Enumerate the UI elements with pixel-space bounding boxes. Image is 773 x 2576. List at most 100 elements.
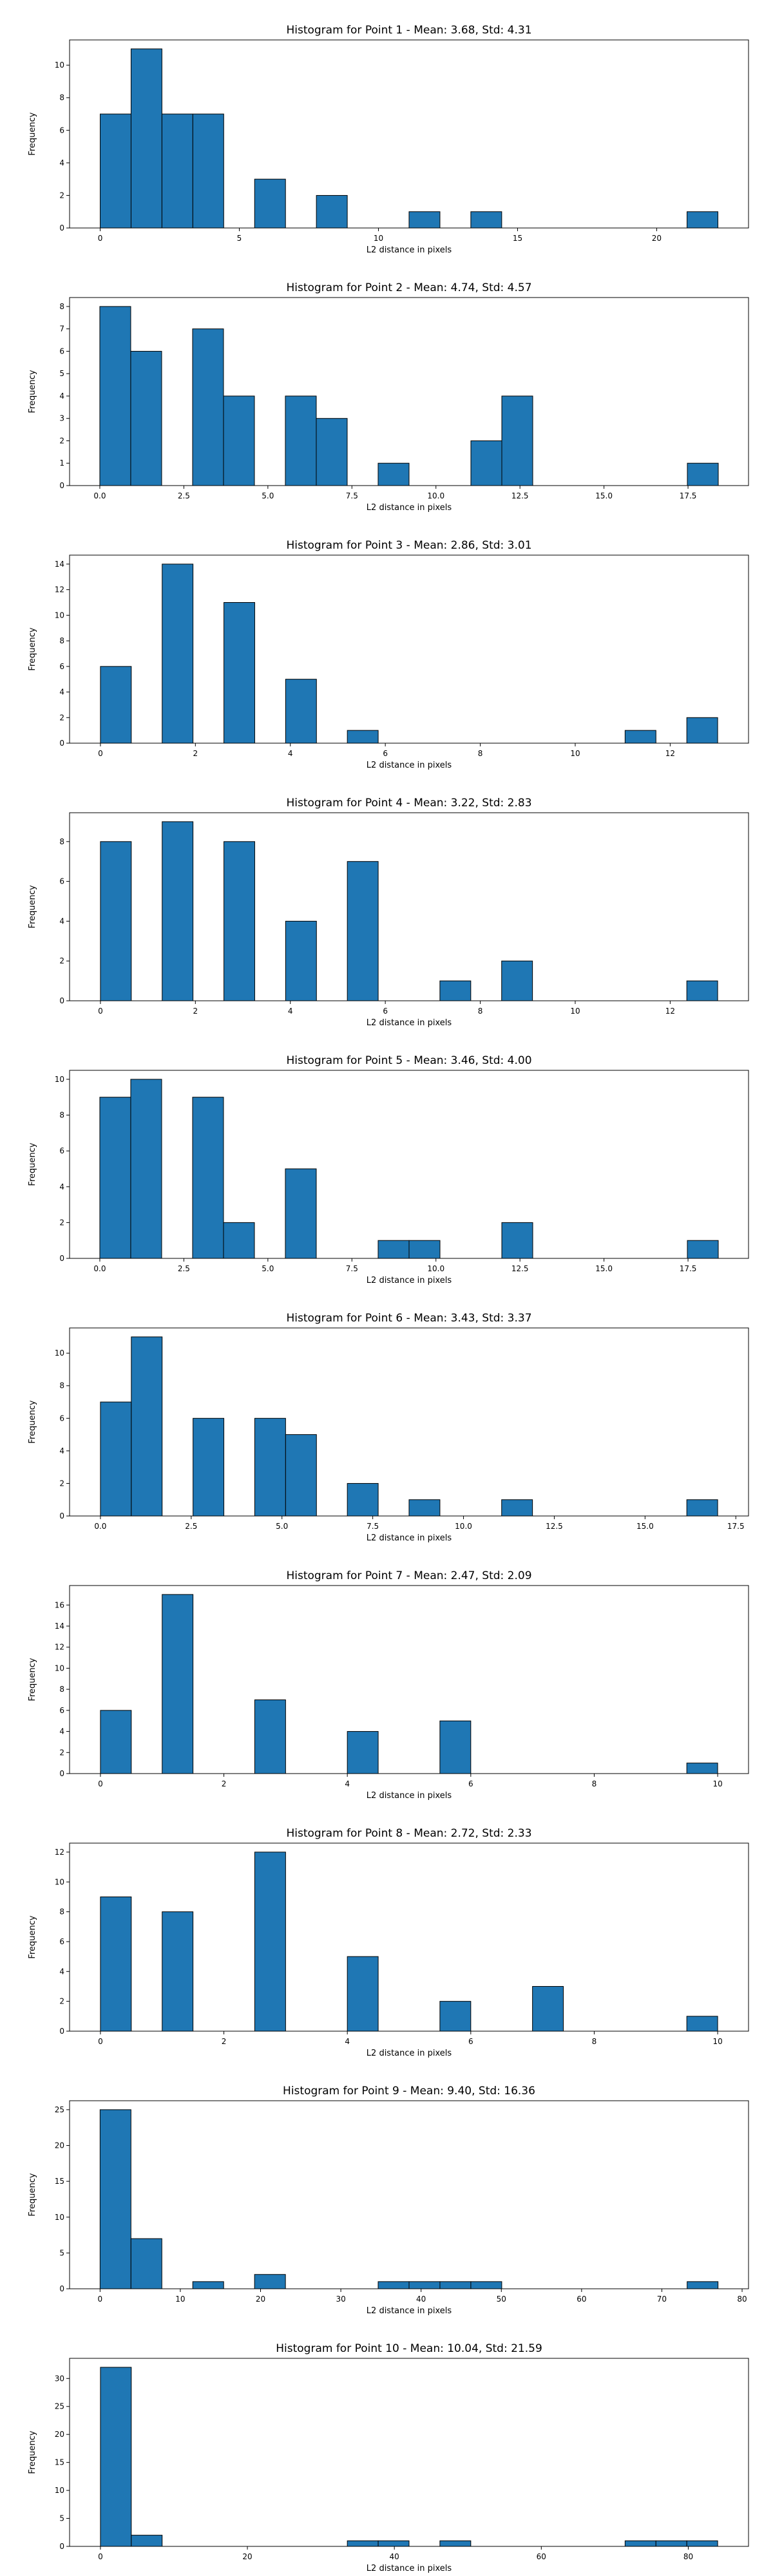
y-tick-label: 10 xyxy=(55,1663,64,1672)
histogram-bar xyxy=(131,2535,163,2547)
x-tick-label: 17.5 xyxy=(680,1264,697,1273)
chart-title: Histogram for Point 4 - Mean: 3.22, Std:… xyxy=(286,797,531,810)
histogram-bar xyxy=(408,1499,441,1517)
x-tick-label: 30 xyxy=(336,2295,345,2304)
x-tick-label: 5.0 xyxy=(262,1264,274,1273)
x-tick-label: 20 xyxy=(652,234,662,243)
x-tick-label: 15 xyxy=(513,234,522,243)
histogram-bar xyxy=(470,2281,502,2289)
y-tick-label: 6 xyxy=(59,126,64,135)
x-tick-label: 0 xyxy=(98,2552,103,2561)
histogram-bar xyxy=(439,980,472,1001)
histogram-bar xyxy=(100,1710,132,1774)
y-tick-label: 0 xyxy=(59,2027,64,2036)
histogram-bar xyxy=(100,2367,132,2547)
histogram-bar xyxy=(316,418,348,486)
y-axis-label: Frequency xyxy=(28,2430,37,2474)
x-tick-label: 2 xyxy=(222,2037,227,2046)
histogram-bar xyxy=(99,1097,131,1259)
chart-title: Histogram for Point 2 - Mean: 4.74, Std:… xyxy=(286,281,531,294)
histogram-bar xyxy=(130,350,162,486)
x-tick-label: 10 xyxy=(712,2037,722,2046)
y-tick-label: 0 xyxy=(59,996,64,1005)
x-tick-label: 8 xyxy=(592,1779,597,1788)
histogram-bar xyxy=(347,861,379,1001)
histogram-bar xyxy=(100,666,132,744)
x-axis-label: L2 distance in pixels xyxy=(367,761,452,770)
y-tick-label: 8 xyxy=(59,837,64,846)
x-tick-label: 4 xyxy=(288,749,293,758)
y-axis-label: Frequency xyxy=(28,370,37,413)
histogram-bar xyxy=(686,980,718,1001)
histogram-bar xyxy=(377,1240,410,1259)
plot-frame xyxy=(69,2100,749,2289)
y-tick-label: 6 xyxy=(59,1706,64,1715)
x-tick-label: 4 xyxy=(288,1007,293,1016)
y-tick-label: 3 xyxy=(59,414,64,423)
chart-title: Histogram for Point 7 - Mean: 2.47, Std:… xyxy=(286,1569,531,1582)
histogram-bar xyxy=(624,730,656,744)
histogram-bar xyxy=(192,113,224,229)
plot-frame xyxy=(69,2358,749,2547)
y-tick-label: 2 xyxy=(59,956,64,965)
y-tick-label: 10 xyxy=(55,1075,64,1084)
y-tick-label: 8 xyxy=(59,93,64,102)
x-tick-label: 80 xyxy=(683,2552,693,2561)
y-tick-label: 12 xyxy=(55,585,64,594)
plot-frame xyxy=(69,39,749,229)
histogram-bar xyxy=(192,1097,224,1259)
y-tick-label: 12 xyxy=(55,1643,64,1652)
x-tick-label: 5.0 xyxy=(262,491,274,500)
x-tick-label: 10 xyxy=(374,234,383,243)
histogram-bar xyxy=(439,2281,472,2289)
x-tick-label: 7.5 xyxy=(346,1264,358,1273)
histogram-bar xyxy=(99,2109,131,2289)
x-tick-label: 4 xyxy=(345,1779,350,1788)
histogram-bar xyxy=(687,1240,719,1259)
y-tick-label: 10 xyxy=(55,2213,64,2222)
x-tick-label: 2.5 xyxy=(178,491,190,500)
y-tick-label: 5 xyxy=(59,369,64,378)
x-axis-label: L2 distance in pixels xyxy=(367,503,452,513)
x-tick-label: 17.5 xyxy=(727,1522,745,1531)
y-tick-label: 4 xyxy=(59,1182,64,1191)
histogram-bar xyxy=(687,2281,719,2289)
histogram-bar xyxy=(686,1499,718,1517)
y-tick-label: 12 xyxy=(55,1848,64,1857)
histogram-bar xyxy=(285,1434,317,1517)
histogram-bar xyxy=(501,1499,533,1517)
x-tick-label: 0 xyxy=(98,1779,103,1788)
y-tick-label: 14 xyxy=(55,560,64,569)
x-tick-label: 10.0 xyxy=(427,1264,444,1273)
chart-point-6: Histogram for Point 6 - Mean: 3.43, Std:… xyxy=(28,1312,749,1543)
y-axis-label: Frequency xyxy=(28,1142,37,1186)
x-tick-label: 2 xyxy=(193,1007,198,1016)
histogram-bar xyxy=(192,2281,224,2289)
x-tick-label: 4 xyxy=(345,2037,350,2046)
histogram-bar xyxy=(100,1896,132,2032)
x-tick-label: 80 xyxy=(737,2295,747,2304)
histogram-bar xyxy=(100,841,132,1001)
y-tick-label: 0 xyxy=(59,1769,64,1778)
plot-frame xyxy=(69,554,749,744)
x-tick-label: 10 xyxy=(570,749,580,758)
x-tick-label: 12.5 xyxy=(546,1522,563,1531)
histogram-bar xyxy=(254,178,286,229)
x-tick-label: 6 xyxy=(383,1007,388,1016)
x-tick-label: 2.5 xyxy=(185,1522,197,1531)
plot-frame xyxy=(69,1070,749,1259)
x-tick-label: 70 xyxy=(657,2295,667,2304)
histogram-bar xyxy=(99,306,131,486)
y-tick-label: 0 xyxy=(59,223,64,232)
histogram-bar xyxy=(316,194,348,229)
y-tick-label: 8 xyxy=(59,1111,64,1120)
histogram-bar xyxy=(686,717,718,744)
x-tick-label: 7.5 xyxy=(346,491,358,500)
x-tick-label: 2 xyxy=(222,1779,227,1788)
histogram-bar xyxy=(408,2281,441,2289)
x-tick-label: 10 xyxy=(570,1007,580,1016)
histogram-bar xyxy=(162,1911,194,2032)
x-tick-label: 12 xyxy=(665,1007,675,1016)
chart-point-9: Histogram for Point 9 - Mean: 9.40, Std:… xyxy=(28,2085,749,2316)
x-tick-label: 0 xyxy=(98,2295,103,2304)
